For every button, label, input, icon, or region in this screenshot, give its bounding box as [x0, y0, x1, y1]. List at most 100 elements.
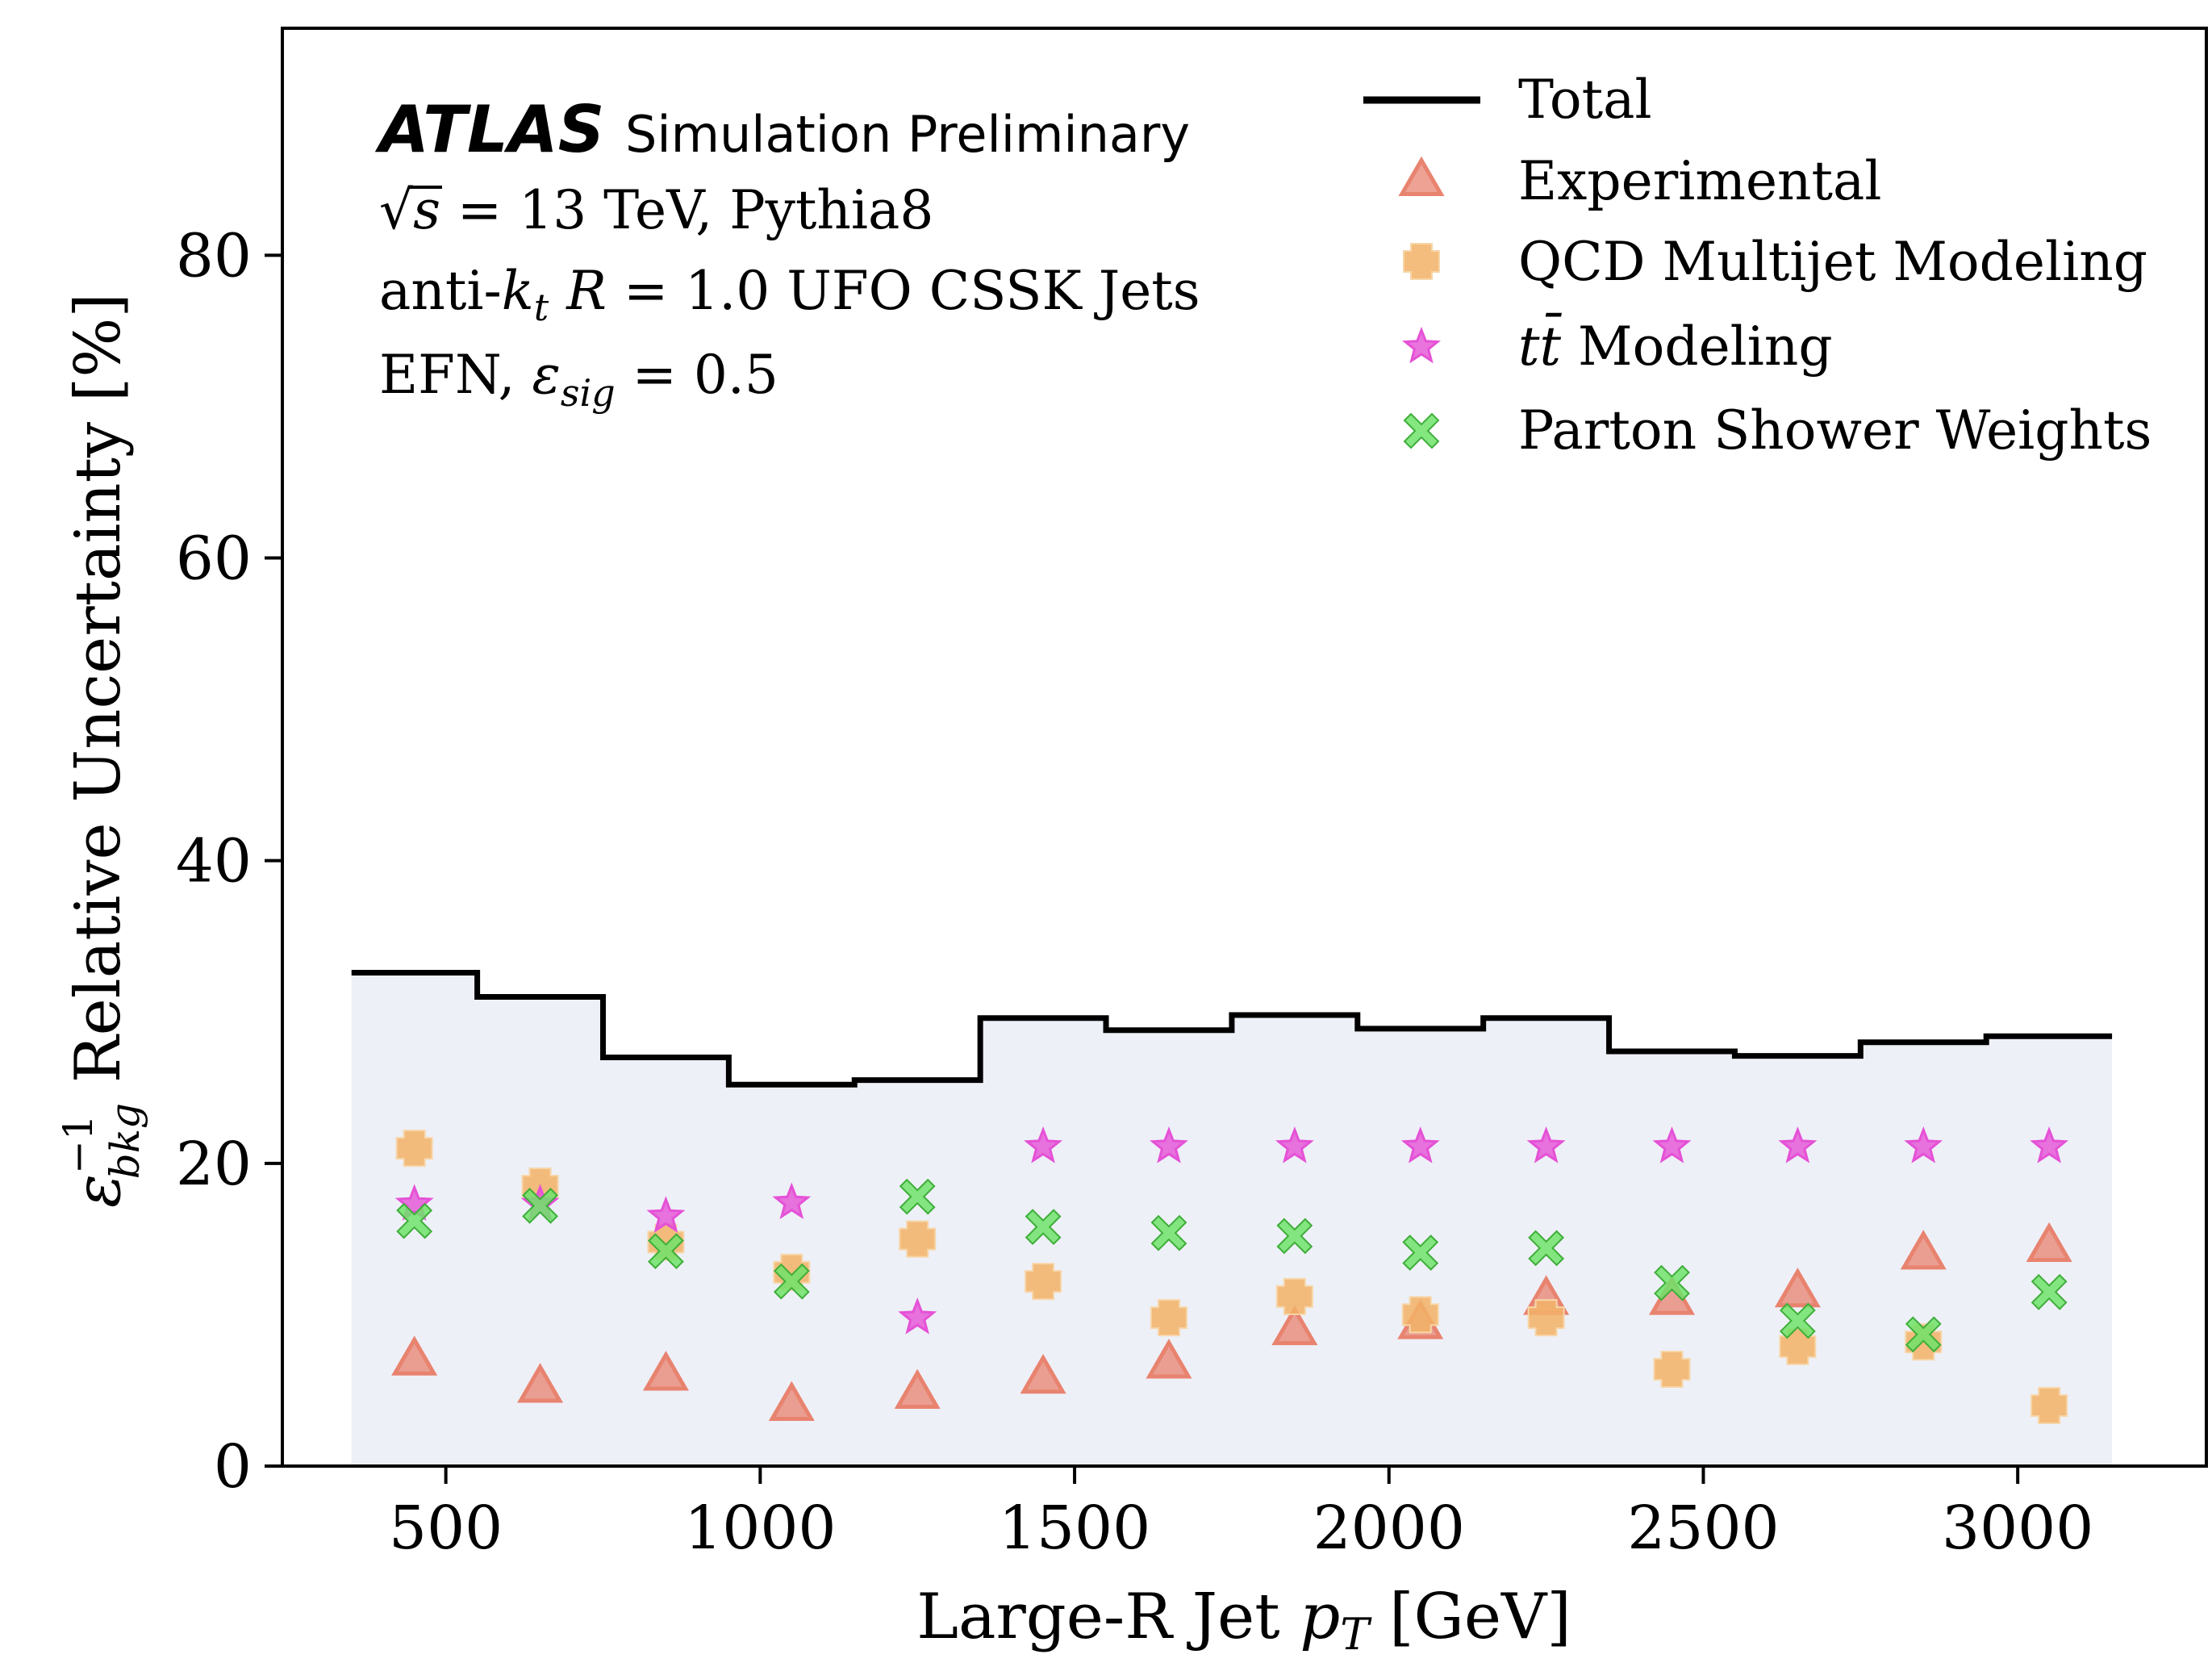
- x-axis-label-pre: Large-R Jet: [916, 1581, 1300, 1653]
- point-ttbar: [1778, 1126, 1818, 1164]
- plot-frame: [281, 27, 2208, 1468]
- t-sub: t: [534, 286, 549, 329]
- y-tick-label: 40: [176, 827, 252, 896]
- point-ttbar: [772, 1182, 812, 1219]
- point-parton: [1905, 1316, 1942, 1353]
- point-ttbar: [646, 1196, 686, 1233]
- legend-marker-experimental: [1398, 156, 1445, 196]
- legend-qcd-label: QCD Multijet Modeling: [1518, 231, 2147, 293]
- y-axis-label-post: Relative Uncertainty [%]: [62, 293, 135, 1103]
- x-tick-label: 2500: [1627, 1494, 1779, 1563]
- point-parton: [648, 1233, 684, 1270]
- s-symbol: s: [413, 179, 440, 241]
- legend-ttbar-marker: [1402, 326, 1441, 364]
- point-experimental: [1774, 1267, 1821, 1308]
- point-parton: [899, 1178, 936, 1215]
- plot-area: [281, 27, 2208, 1468]
- point-experimental: [768, 1381, 815, 1421]
- point-parton: [1402, 1235, 1439, 1271]
- x-axis: 500 1000 1500 2000 2500 3000: [389, 1466, 2093, 1563]
- point-experimental: [894, 1368, 941, 1409]
- point-ttbar: [1024, 1126, 1063, 1164]
- jets-text: = 1.0 UFO CSSK Jets: [607, 260, 1200, 322]
- k-symbol: k: [502, 260, 534, 322]
- atlas-label: ATLAS: [374, 92, 604, 167]
- y-tick-label: 0: [214, 1432, 252, 1502]
- legend: Total Experimental QCD Multijet Modeling…: [1363, 69, 2151, 462]
- point-ttbar: [1652, 1126, 1692, 1164]
- y-axis-label: ε−1bkg Relative Uncertainty [%]: [55, 293, 148, 1208]
- legend-ttbar-label: tt̄ Modeling: [1518, 314, 1833, 378]
- y-tick-label: 60: [176, 524, 252, 594]
- annotation-energy: √s = 13 TeV, Pythia8: [379, 179, 933, 241]
- point-ttbar: [1150, 1126, 1188, 1164]
- point-experimental: [2026, 1222, 2072, 1263]
- point-ttbar: [898, 1297, 937, 1335]
- annotation-efn: EFN, εsig = 0.5: [379, 344, 778, 415]
- point-parton: [522, 1187, 558, 1224]
- legend-ttbar-rest: Modeling: [1561, 315, 1833, 378]
- x-axis-label: Large-R Jet pT [GeV]: [916, 1581, 1571, 1660]
- y-tick-label: 80: [176, 221, 252, 290]
- series-parton: [396, 1178, 2068, 1353]
- point-ttbar: [1526, 1126, 1566, 1164]
- eps-symbol: ε: [532, 344, 560, 406]
- efn-text: EFN,: [379, 344, 532, 406]
- point-experimental: [1271, 1305, 1318, 1346]
- point-experimental: [1146, 1339, 1192, 1379]
- legend-marker-qcd: [1403, 243, 1440, 280]
- x-tick-label: 2000: [1313, 1494, 1465, 1563]
- point-qcd: [2030, 1386, 2068, 1424]
- legend-experimental-marker: [1398, 156, 1445, 196]
- point-ttbar: [394, 1184, 434, 1221]
- point-qcd: [395, 1130, 433, 1168]
- y-axis: 0 20 40 60 80: [176, 221, 282, 1502]
- atlas-annotation: ATLAS Simulation Preliminary √s = 13 TeV…: [374, 92, 1200, 415]
- x-tick-label: 3000: [1942, 1494, 2093, 1563]
- point-experimental: [1900, 1230, 1947, 1270]
- point-parton: [1654, 1264, 1690, 1301]
- point-qcd: [1527, 1299, 1565, 1337]
- sqrt-symbol: √: [379, 179, 414, 241]
- x-axis-label-post: [GeV]: [1369, 1581, 1571, 1653]
- x-axis-label-var: p: [1300, 1581, 1340, 1653]
- y-axis-label-sup: −1: [55, 1114, 102, 1174]
- R-symbol: R: [566, 260, 607, 322]
- x-tick-label: 500: [389, 1494, 503, 1563]
- legend-marker-ttbar: [1402, 326, 1441, 364]
- energy-text: = 13 TeV, Pythia8: [440, 179, 933, 241]
- total-fill-area: [351, 972, 2113, 1466]
- data-marks: [391, 1126, 2072, 1424]
- x-tick-label: 1000: [684, 1494, 836, 1563]
- point-parton: [2030, 1273, 2068, 1310]
- y-axis-label-eps: ε: [62, 1174, 135, 1208]
- point-parton: [773, 1263, 810, 1300]
- point-experimental: [517, 1363, 564, 1403]
- legend-parton-marker: [1403, 412, 1440, 449]
- point-ttbar: [1400, 1126, 1440, 1164]
- total-step-line: [351, 969, 2113, 1088]
- point-qcd: [1025, 1263, 1062, 1301]
- point-qcd: [1150, 1299, 1187, 1337]
- point-qcd: [899, 1220, 937, 1258]
- x-tick-label: 1500: [999, 1494, 1150, 1563]
- point-parton: [1150, 1214, 1187, 1251]
- point-ttbar: [2030, 1126, 2069, 1164]
- point-ttbar: [1904, 1126, 1943, 1164]
- point-qcd: [1653, 1350, 1691, 1388]
- x-axis-label-sub: T: [1340, 1609, 1372, 1660]
- annotation-jets: anti-kt R = 1.0 UFO CSSK Jets: [379, 260, 1200, 329]
- point-qcd: [1275, 1277, 1313, 1315]
- point-experimental: [1020, 1353, 1066, 1394]
- point-parton: [1779, 1302, 1816, 1339]
- legend-ttbar-tt: tt̄: [1518, 314, 1563, 378]
- point-experimental: [391, 1335, 438, 1376]
- point-experimental: [642, 1351, 689, 1391]
- legend-total-label: Total: [1518, 69, 1652, 131]
- legend-experimental-label: Experimental: [1518, 150, 1882, 212]
- y-axis-label-sub: bkg: [102, 1103, 148, 1179]
- point-ttbar: [1275, 1126, 1314, 1164]
- point-parton: [1528, 1230, 1565, 1267]
- series-ttbar: [394, 1126, 2069, 1335]
